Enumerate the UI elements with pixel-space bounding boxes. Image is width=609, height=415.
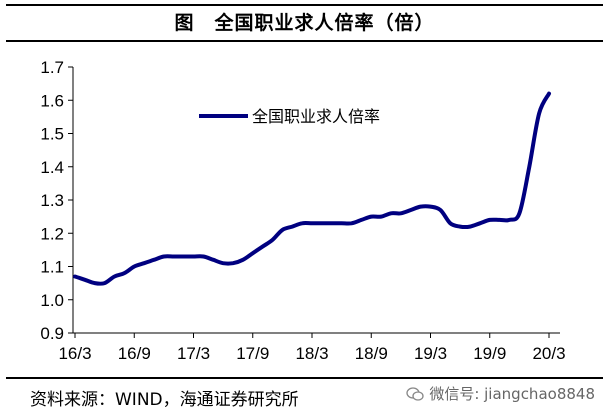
- y-tick-label: 1.2: [40, 224, 64, 243]
- x-tick-label: 17/9: [236, 344, 269, 363]
- x-tick-label: 20/3: [532, 344, 565, 363]
- y-tick-label: 0.9: [40, 324, 64, 343]
- watermark-text: 微信号: jiangchao8848: [429, 385, 595, 403]
- source-note: 资料来源：WIND，海通证券研究所: [30, 390, 299, 410]
- top-rule: [6, 4, 603, 6]
- chart-series: [73, 91, 551, 286]
- chart-axes: [72, 67, 560, 334]
- y-tick-label: 1.5: [40, 125, 64, 144]
- x-tick-label: 18/9: [355, 344, 388, 363]
- x-tick-label: 19/9: [473, 344, 506, 363]
- y-tick-label: 1.0: [40, 291, 64, 310]
- y-tick-label: 1.4: [40, 158, 64, 177]
- x-tick-label: 16/9: [118, 344, 151, 363]
- x-tick-label: 18/3: [295, 344, 328, 363]
- y-tick-label: 1.1: [40, 258, 64, 277]
- chart-title: 图 全国职业求人倍率（倍）: [174, 12, 435, 34]
- wechat-icon: [406, 386, 424, 401]
- wechat-watermark: 微信号: jiangchao8848: [406, 383, 595, 404]
- x-tick-label: 19/3: [414, 344, 447, 363]
- bottom-rule: [6, 377, 603, 379]
- x-tick-label: 17/3: [177, 344, 210, 363]
- title-rule: [6, 40, 603, 42]
- chart-ticks: 0.9 1.0 1.1 1.2 1.3 1.4 1.5 1.6 1.7 16/3 16/9 17/3 1…: [40, 58, 565, 363]
- legend-label: 全国职业求人倍率: [252, 108, 380, 126]
- series-line: [73, 91, 551, 286]
- y-tick-label: 1.6: [40, 91, 64, 110]
- y-tick-label: 1.7: [40, 58, 64, 77]
- y-tick-label: 1.3: [40, 191, 64, 210]
- chart-legend: 全国职业求人倍率: [199, 108, 380, 126]
- x-tick-label: 16/3: [58, 344, 91, 363]
